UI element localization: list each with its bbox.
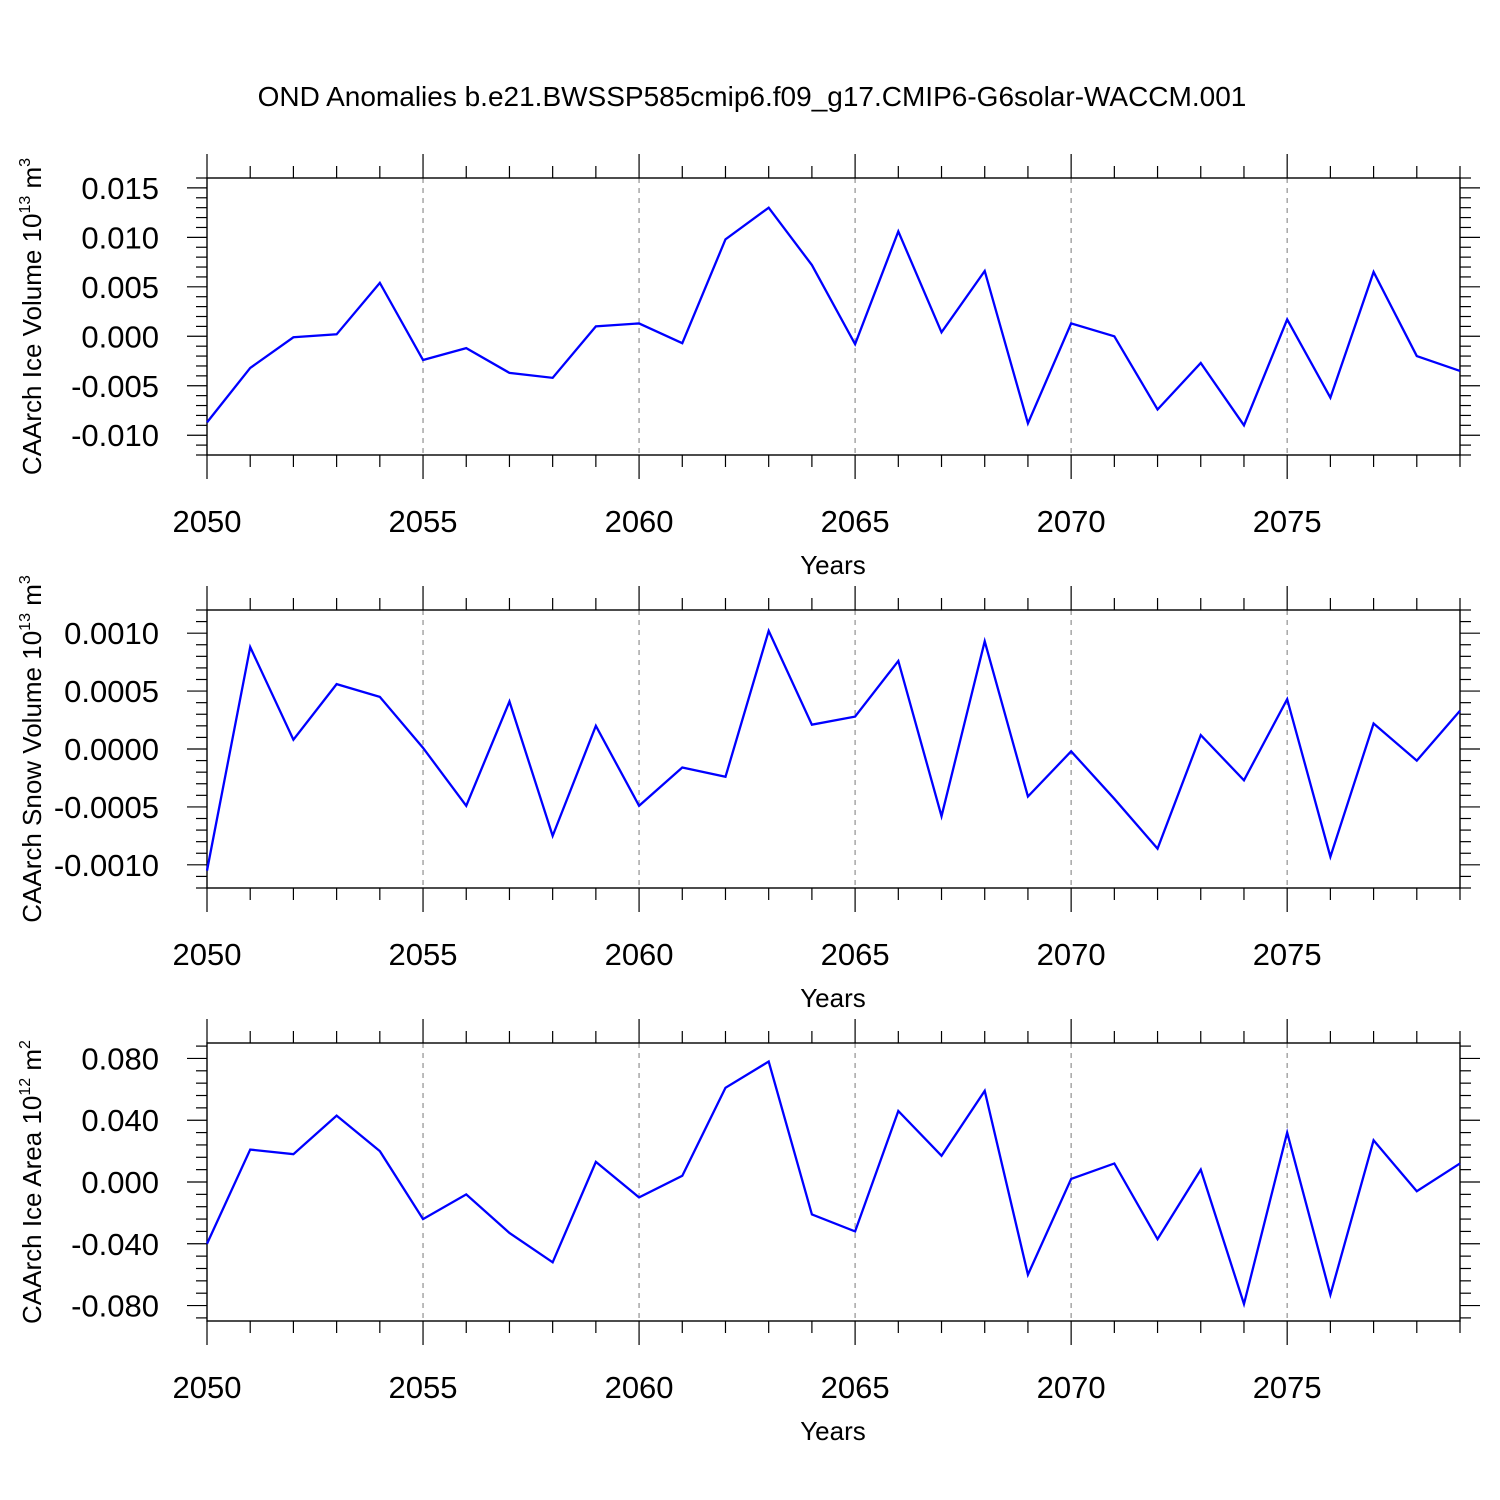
x-tick-label: 2060 xyxy=(605,1370,674,1405)
plot-frame xyxy=(206,177,1461,456)
x-tick-label: 2050 xyxy=(173,504,242,539)
x-tick-label: 2055 xyxy=(389,1370,458,1405)
panels: -0.010 -0.005 0.000 0.005 0.010 0.015 2050 2055… xyxy=(17,154,1480,1446)
y-tick-label: -0.040 xyxy=(71,1227,159,1262)
y-tick-label: -0.080 xyxy=(71,1289,159,1324)
x-tick-label: 2050 xyxy=(173,937,242,972)
y-tick-label: 0.005 xyxy=(81,270,159,305)
x-tick-label: 2050 xyxy=(173,1370,242,1405)
x-axis-label: Years xyxy=(800,550,866,580)
figure-title: OND Anomalies b.e21.BWSSP585cmip6.f09_g1… xyxy=(258,81,1247,112)
x-tick-label: 2055 xyxy=(389,937,458,972)
y-tick-label: 0.080 xyxy=(81,1041,159,1076)
x-tick-label: 2060 xyxy=(605,504,674,539)
y-tick-label: 0.015 xyxy=(81,171,159,206)
x-tick-label: 2055 xyxy=(389,504,458,539)
x-tick-label: 2075 xyxy=(1253,937,1322,972)
x-tick-label: 2075 xyxy=(1253,1370,1322,1405)
y-tick-label: -0.005 xyxy=(71,369,159,404)
x-tick-label: 2060 xyxy=(605,937,674,972)
x-tick-label: 2065 xyxy=(821,504,890,539)
x-axis-label: Years xyxy=(800,983,866,1013)
y-tick-label: 0.0000 xyxy=(64,732,159,767)
series-line xyxy=(205,627,1461,871)
panel-3: -0.080 -0.040 0.000 0.040 0.080 2050 2055 2060 2… xyxy=(17,1019,1480,1446)
y-tick-label: 0.0005 xyxy=(64,674,159,709)
y-tick-label: 0.010 xyxy=(81,220,159,255)
x-tick-label: 2070 xyxy=(1037,1370,1106,1405)
y-axis-label: CAArch Ice Area 1012 m2 xyxy=(17,1040,47,1324)
y-axis-label: CAArch Ice Volume 1013 m3 xyxy=(17,158,47,475)
x-tick-label: 2070 xyxy=(1037,504,1106,539)
plot-frame xyxy=(206,609,1461,889)
x-axis-label: Years xyxy=(800,1416,866,1446)
x-tick-label: 2065 xyxy=(821,937,890,972)
plot-frame xyxy=(206,1042,1461,1322)
y-tick-label: 0.040 xyxy=(81,1103,159,1138)
y-axis-label: CAArch Snow Volume 1013 m3 xyxy=(17,575,47,923)
y-tick-label: 0.0010 xyxy=(64,616,159,651)
y-tick-label: -0.0005 xyxy=(54,790,159,825)
panel-2: -0.0010 -0.0005 0.0000 0.0005 0.0010 2050 2055… xyxy=(17,575,1480,1013)
series-line xyxy=(205,1059,1461,1309)
panel-1: -0.010 -0.005 0.000 0.005 0.010 0.015 2050 2055… xyxy=(17,154,1480,580)
x-tick-label: 2070 xyxy=(1037,937,1106,972)
x-tick-label: 2065 xyxy=(821,1370,890,1405)
x-tick-label: 2075 xyxy=(1253,504,1322,539)
series-line xyxy=(206,206,1461,428)
y-tick-label: 0.000 xyxy=(81,1165,159,1200)
y-tick-label: -0.010 xyxy=(71,418,159,453)
y-tick-label: 0.000 xyxy=(81,319,159,354)
y-tick-label: -0.0010 xyxy=(54,848,159,883)
